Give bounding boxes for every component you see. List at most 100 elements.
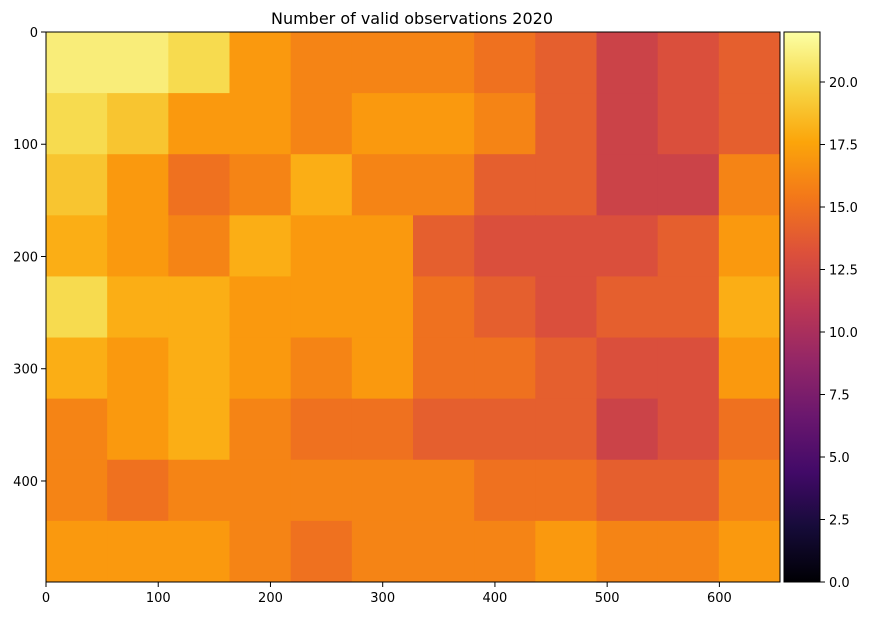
colorbar-tick-label: 15.0	[829, 201, 858, 216]
heatmap-cell	[657, 276, 720, 339]
heatmap-cell	[46, 93, 108, 155]
heatmap-cell	[351, 398, 414, 461]
heatmap-cell	[718, 520, 781, 583]
heatmap-cell	[168, 215, 230, 277]
heatmap-cell	[229, 154, 292, 216]
y-tick-label: 300	[13, 363, 38, 378]
heatmap-cell	[229, 93, 292, 155]
heatmap-cell	[413, 154, 475, 216]
heatmap-cell	[107, 459, 169, 522]
heatmap-cell	[351, 276, 414, 339]
heatmap-cell	[596, 276, 659, 339]
heatmap-cell	[290, 398, 353, 461]
heatmap-cell	[413, 276, 475, 339]
heatmap-cell	[168, 93, 230, 155]
heatmap-cell	[657, 93, 720, 155]
heatmap-cell	[229, 337, 292, 400]
colorbar-tick-label: 7.5	[829, 389, 850, 404]
heatmap-cell	[107, 215, 169, 277]
heatmap-cell	[290, 520, 353, 583]
heatmap-cell	[46, 276, 108, 339]
heatmap-cell	[229, 276, 292, 339]
heatmap-cell	[535, 93, 597, 155]
heatmap-cell	[596, 93, 659, 155]
heatmap-cell	[46, 459, 108, 522]
heatmap-cell	[413, 520, 475, 583]
heatmap-cell	[596, 398, 659, 461]
heatmap-cell	[474, 337, 536, 400]
heatmap-cell	[657, 520, 720, 583]
heatmap-cell	[657, 459, 720, 522]
heatmap-cell	[168, 154, 230, 216]
heatmap-cell	[474, 154, 536, 216]
colorbar-tick-label: 12.5	[829, 264, 858, 279]
heatmap-cell	[168, 276, 230, 339]
heatmap-cell	[657, 154, 720, 216]
y-tick-label: 400	[13, 475, 38, 490]
heatmap-cells	[46, 32, 781, 583]
heatmap-cell	[718, 398, 781, 461]
colorbar-tick-label: 0.0	[829, 576, 850, 591]
heatmap-cell	[46, 337, 108, 400]
heatmap-cell	[107, 398, 169, 461]
heatmap-cell	[351, 32, 414, 94]
colorbar-axis: 0.0 2.5 5.0 7.5 10.0 12.5 15.0 17.5 20.0	[820, 76, 858, 591]
heatmap-cell	[290, 459, 353, 522]
heatmap-cell	[290, 154, 353, 216]
heatmap-cell	[596, 215, 659, 277]
heatmap-cell	[474, 520, 536, 583]
y-tick-label: 0	[30, 26, 38, 41]
heatmap-cell	[413, 337, 475, 400]
heatmap-cell	[718, 215, 781, 277]
x-tick-label: 0	[42, 591, 50, 606]
heatmap-cell	[596, 337, 659, 400]
heatmap-cell	[351, 215, 414, 277]
heatmap-cell	[413, 215, 475, 277]
colorbar-tick-label: 10.0	[829, 326, 858, 341]
heatmap-cell	[596, 154, 659, 216]
heatmap-cell	[290, 32, 353, 94]
heatmap-cell	[535, 459, 597, 522]
y-tick-label: 200	[13, 250, 38, 265]
heatmap-cell	[596, 32, 659, 94]
heatmap-cell	[229, 215, 292, 277]
heatmap-cell	[535, 215, 597, 277]
colorbar	[783, 31, 821, 583]
heatmap-cell	[46, 32, 108, 94]
heatmap-cell	[351, 93, 414, 155]
heatmap-cell	[718, 93, 781, 155]
y-tick-label: 100	[13, 138, 38, 153]
heatmap-cell	[46, 398, 108, 461]
heatmap-cell	[413, 398, 475, 461]
heatmap-cell	[535, 276, 597, 339]
heatmap-cell	[535, 154, 597, 216]
x-axis: 0 100 200 300 400 500 600	[42, 582, 732, 606]
heatmap-cell	[474, 215, 536, 277]
heatmap-cell	[474, 32, 536, 94]
heatmap-cell	[657, 398, 720, 461]
heatmap-cell	[413, 93, 475, 155]
x-tick-label: 500	[595, 591, 620, 606]
heatmap-cell	[535, 520, 597, 583]
heatmap-cell	[413, 32, 475, 94]
heatmap-cell	[535, 398, 597, 461]
heatmap-cell	[290, 93, 353, 155]
heatmap-cell	[351, 520, 414, 583]
heatmap-cell	[596, 459, 659, 522]
heatmap-cell	[107, 276, 169, 339]
chart-title: Number of valid observations 2020	[271, 9, 553, 28]
heatmap-cell	[657, 337, 720, 400]
colorbar-tick-label: 2.5	[829, 514, 850, 529]
heatmap-cell	[718, 32, 781, 94]
colorbar-tick-label: 20.0	[829, 76, 858, 91]
heatmap-cell	[535, 337, 597, 400]
heatmap-cell	[107, 520, 169, 583]
heatmap-cell	[474, 398, 536, 461]
heatmap-cell	[718, 276, 781, 339]
heatmap-cell	[290, 276, 353, 339]
x-tick-label: 200	[258, 591, 283, 606]
heatmap-cell	[46, 215, 108, 277]
heatmap-cell	[107, 154, 169, 216]
heatmap-cell	[168, 459, 230, 522]
